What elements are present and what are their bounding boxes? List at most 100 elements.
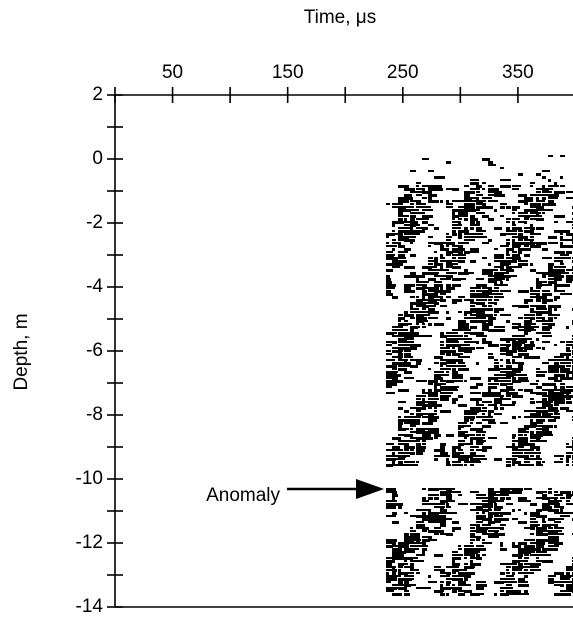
- texture-dash: [416, 521, 424, 523]
- texture-dash: [416, 431, 425, 434]
- texture-dash: [482, 494, 486, 496]
- texture-dash: [476, 509, 484, 511]
- texture-dash: [464, 206, 475, 209]
- texture-dash: [500, 263, 509, 266]
- texture-dash: [410, 422, 420, 425]
- texture-dash: [434, 383, 441, 386]
- texture-dash: [416, 194, 422, 196]
- texture-dash: [530, 521, 538, 523]
- texture-dash: [410, 416, 419, 418]
- texture-dash: [458, 365, 466, 367]
- texture-dash: [524, 302, 528, 304]
- texture-dash: [416, 422, 419, 424]
- texture-dash: [566, 374, 569, 377]
- texture-dash: [392, 242, 401, 244]
- texture-dash: [446, 284, 451, 287]
- texture-dash: [422, 587, 431, 589]
- texture-dash: [536, 242, 546, 245]
- texture-dash: [512, 434, 516, 437]
- texture-dash: [410, 236, 416, 238]
- texture-dash: [398, 419, 405, 422]
- texture-dash: [434, 530, 444, 533]
- texture-dash: [464, 218, 468, 221]
- texture-dash: [500, 347, 509, 350]
- texture-dash: [542, 404, 549, 407]
- texture-dash: [428, 419, 437, 422]
- texture-dash: [452, 527, 461, 530]
- texture-dash: [488, 383, 495, 385]
- texture-dash: [566, 356, 569, 359]
- texture-dash: [530, 230, 533, 233]
- texture-dash: [530, 434, 538, 437]
- texture-dash: [530, 512, 540, 515]
- texture-dash: [398, 257, 406, 259]
- texture-dash: [452, 341, 459, 343]
- texture-dash: [488, 287, 492, 290]
- texture-dash: [500, 179, 511, 181]
- texture-dash: [386, 500, 397, 502]
- texture-dash: [404, 542, 411, 544]
- texture-dash: [422, 218, 429, 220]
- texture-dash: [440, 254, 443, 257]
- texture-dash: [428, 581, 437, 583]
- texture-dash: [386, 449, 394, 451]
- texture-dash: [392, 266, 400, 268]
- texture-dash: [536, 515, 547, 518]
- y-tick-label: -8: [86, 404, 103, 425]
- texture-dash: [392, 506, 396, 509]
- texture-dash: [446, 581, 451, 584]
- texture-dash: [392, 461, 395, 464]
- texture-dash: [494, 500, 504, 502]
- texture-dash: [488, 269, 496, 271]
- texture-dash: [416, 305, 427, 307]
- texture-dash: [548, 398, 555, 401]
- texture-dash: [386, 236, 389, 238]
- x-tick-label: 150: [272, 62, 304, 83]
- texture-dash: [560, 371, 567, 373]
- texture-dash: [518, 230, 523, 232]
- texture-dash: [488, 329, 496, 332]
- texture-dash: [470, 509, 477, 511]
- texture-dash: [464, 239, 475, 241]
- texture-dash: [476, 515, 486, 518]
- texture-dash: [440, 374, 448, 376]
- texture-dash: [464, 335, 468, 337]
- texture-dash: [458, 338, 468, 340]
- texture-dash: [386, 380, 396, 383]
- texture-dash: [386, 287, 395, 289]
- texture-dash: [530, 317, 535, 320]
- texture-dash: [542, 398, 547, 401]
- texture-dash: [410, 212, 420, 214]
- texture-dash: [488, 317, 496, 320]
- texture-dash: [422, 440, 426, 442]
- texture-dash: [548, 581, 554, 584]
- texture-dash: [482, 518, 488, 521]
- texture-dash: [398, 233, 403, 236]
- texture-dash: [542, 203, 551, 206]
- texture-dash: [404, 227, 411, 229]
- texture-dash: [518, 263, 528, 266]
- texture-dash: [494, 194, 505, 197]
- texture-dash: [386, 557, 393, 559]
- texture-dash: [422, 335, 432, 337]
- texture-dash: [548, 377, 554, 380]
- texture-dash: [524, 542, 527, 545]
- texture-dash: [482, 434, 485, 436]
- texture-dash: [392, 362, 398, 365]
- texture-dash: [416, 572, 420, 574]
- texture-dash: [470, 455, 476, 457]
- texture-dash: [482, 338, 486, 341]
- texture-dash: [494, 272, 504, 275]
- texture-dash: [470, 533, 475, 536]
- texture-dash: [500, 407, 504, 410]
- texture-dash: [386, 353, 392, 355]
- texture-dash: [392, 548, 398, 551]
- texture-dash: [488, 488, 494, 491]
- texture-dash: [470, 557, 476, 559]
- texture-dash: [494, 533, 505, 536]
- texture-dash: [470, 539, 475, 541]
- texture-dash: [500, 269, 511, 271]
- texture-dash: [560, 284, 570, 287]
- texture-dash: [536, 551, 547, 553]
- texture-dash: [422, 515, 433, 518]
